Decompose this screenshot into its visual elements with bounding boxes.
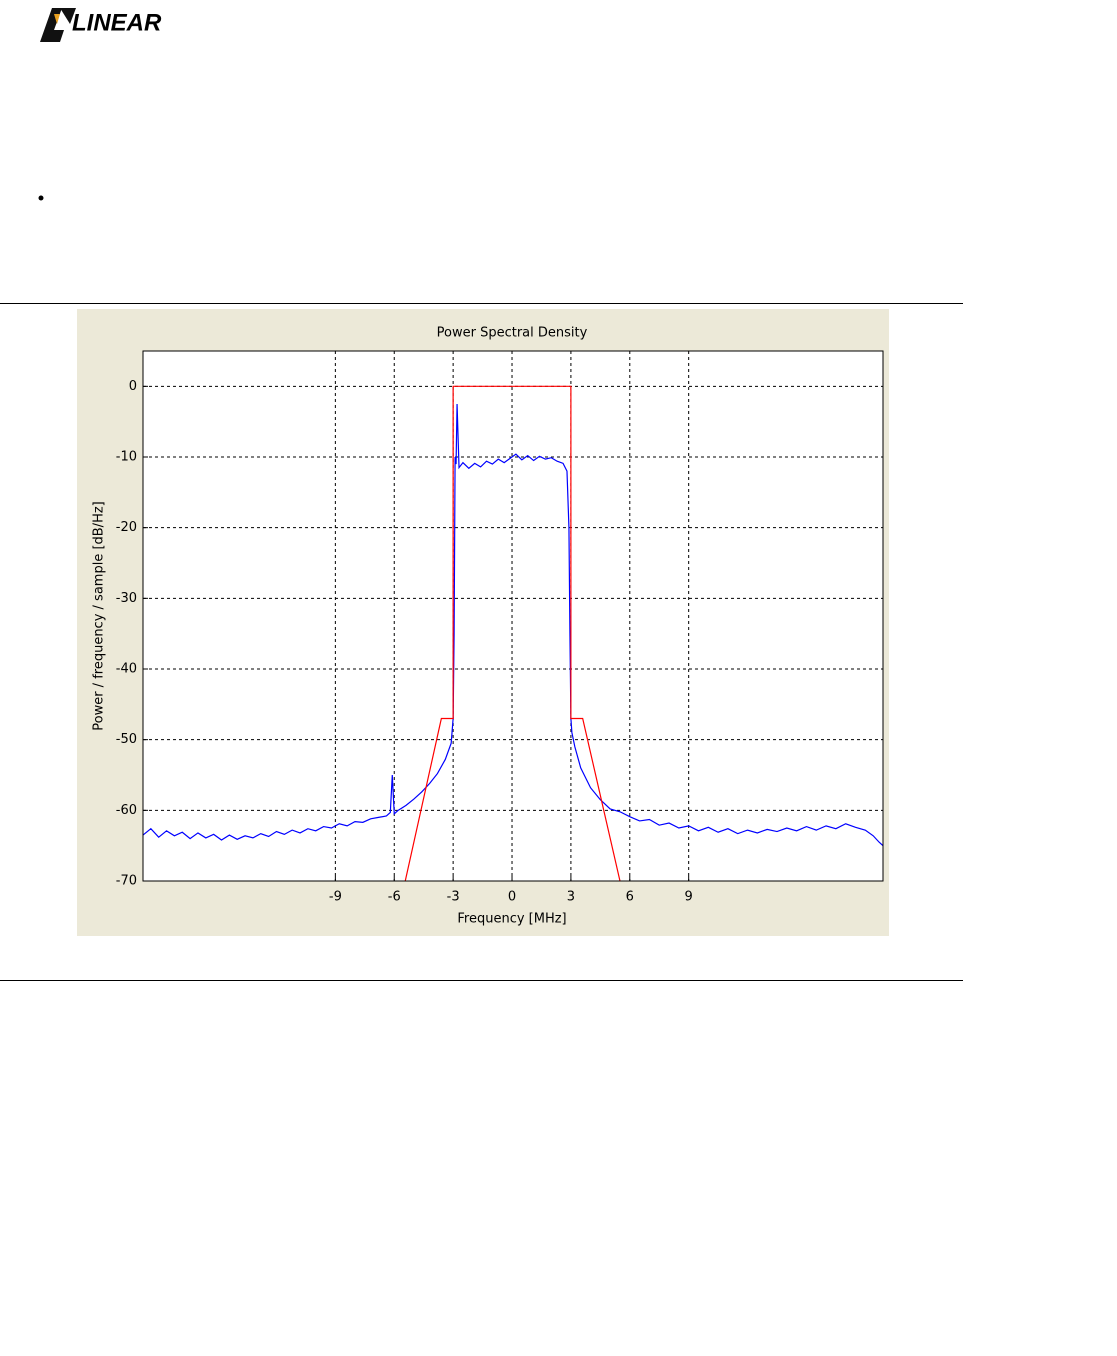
y-tick-label: -10 <box>116 450 137 465</box>
bullet <box>38 195 44 201</box>
x-tick-label: -3 <box>447 890 460 905</box>
logo-accent <box>54 14 60 24</box>
x-tick-label: 6 <box>626 890 634 905</box>
x-tick-label: -6 <box>388 890 401 905</box>
series-line <box>404 385 621 882</box>
series-line <box>142 403 884 847</box>
logo: LINEAR <box>40 8 162 42</box>
y-tick-label: -40 <box>116 662 137 677</box>
logo-icon <box>60 8 76 24</box>
logo-text: LINEAR <box>72 9 162 36</box>
y-tick-label: -60 <box>116 803 137 818</box>
plot-frame <box>142 350 884 882</box>
y-tick-label: 0 <box>129 379 137 394</box>
x-tick-label: -9 <box>329 890 342 905</box>
x-tick-label: 0 <box>508 890 516 905</box>
y-tick-label: -50 <box>116 732 137 747</box>
x-tick-label: 3 <box>567 890 575 905</box>
x-tick-label: 9 <box>685 890 693 905</box>
y-tick-label: -30 <box>116 591 137 606</box>
plot-area <box>143 351 883 881</box>
y-tick-label: -20 <box>116 520 137 535</box>
chart-title: Power Spectral Density <box>437 326 588 341</box>
x-axis-label: Frequency [MHz] <box>457 912 566 927</box>
y-tick-label: -70 <box>116 874 137 889</box>
logo-icon <box>40 8 64 42</box>
y-axis-label: Power / frequency / sample [dB/Hz] <box>92 501 107 731</box>
